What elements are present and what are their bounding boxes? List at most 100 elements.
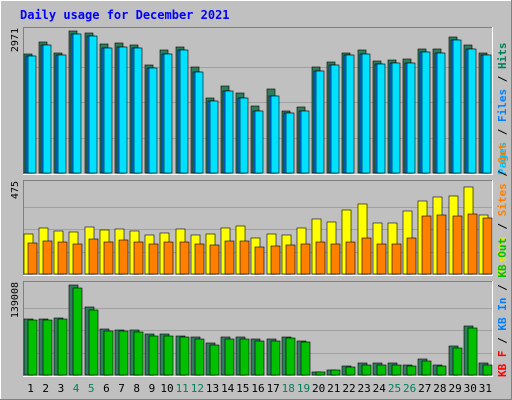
x-tick-day-15: 15 — [236, 382, 249, 395]
x-tick-day-3: 3 — [58, 382, 65, 395]
bar-kb-out-day-23 — [361, 364, 372, 376]
bar-sites-day-10 — [163, 241, 174, 275]
bar-pages-day-10 — [163, 53, 173, 174]
bar-sites-day-7 — [118, 239, 129, 275]
x-tick-day-19: 19 — [297, 382, 310, 395]
bar-sites-day-3 — [57, 241, 68, 275]
bar-sites-day-9 — [148, 243, 159, 275]
side-legend: KB F / KB In / KB Out — [496, 238, 509, 377]
bar-kb-out-day-8 — [133, 331, 144, 376]
x-tick-day-9: 9 — [149, 382, 156, 395]
legend-separator: / — [496, 122, 509, 142]
bar-pages-day-17 — [270, 95, 280, 174]
bar-pages-day-3 — [57, 54, 67, 174]
bar-pages-day-23 — [361, 53, 371, 174]
bar-sites-day-13 — [209, 244, 220, 275]
bar-pages-day-27 — [421, 51, 431, 174]
bar-kb-out-day-1 — [27, 319, 38, 376]
x-tick-day-8: 8 — [133, 382, 140, 395]
x-tick-day-11: 11 — [176, 382, 189, 395]
bar-kb-out-day-29 — [452, 347, 463, 376]
bar-pages-day-14 — [224, 90, 234, 174]
bar-kb-out-day-15 — [239, 338, 250, 376]
legend-kb-in: KB In — [496, 298, 509, 331]
bar-pages-day-6 — [103, 47, 113, 174]
x-tick-day-7: 7 — [118, 382, 125, 395]
bar-pages-day-25 — [391, 62, 401, 174]
bar-pages-day-16 — [254, 110, 264, 174]
bar-kb-out-day-2 — [42, 319, 53, 376]
bar-sites-day-16 — [254, 246, 265, 275]
x-tick-day-2: 2 — [42, 382, 49, 395]
bar-kb-out-day-5 — [88, 309, 99, 376]
bar-sites-day-25 — [391, 243, 402, 275]
bar-kb-out-day-24 — [376, 364, 387, 376]
x-tick-day-30: 30 — [464, 382, 477, 395]
x-tick-day-22: 22 — [342, 382, 355, 395]
legend-files: Files — [496, 89, 509, 122]
bar-pages-day-30 — [467, 48, 477, 174]
bar-pages-day-4 — [72, 33, 82, 174]
bar-kb-out-day-20 — [315, 371, 326, 376]
bar-sites-day-12 — [194, 243, 205, 275]
bar-kb-out-day-31 — [482, 364, 493, 376]
bar-sites-day-24 — [376, 243, 387, 275]
bar-sites-day-1 — [27, 242, 38, 275]
bar-sites-day-5 — [88, 238, 99, 275]
panel-1: 2971 Pages / Files / Hits — [10, 27, 509, 175]
chart-title: Daily usage for December 2021 — [20, 8, 230, 22]
bar-kb-out-day-21 — [330, 369, 341, 376]
x-tick-day-10: 10 — [160, 382, 173, 395]
bar-kb-out-day-4 — [72, 287, 83, 376]
bar-pages-day-18 — [285, 112, 295, 174]
bar-sites-day-14 — [224, 240, 235, 275]
bar-pages-day-7 — [118, 46, 128, 174]
bar-sites-day-20 — [315, 241, 326, 275]
x-tick-day-23: 23 — [357, 382, 370, 395]
x-tick-day-6: 6 — [103, 382, 110, 395]
legend-separator: / — [496, 163, 509, 183]
y-max-label: 2971 — [10, 28, 21, 52]
x-tick-day-31: 31 — [479, 382, 492, 395]
bar-sites-day-4 — [72, 243, 83, 275]
bar-kb-out-day-9 — [148, 335, 159, 376]
bar-kb-out-day-7 — [118, 330, 129, 376]
x-tick-day-26: 26 — [403, 382, 416, 395]
legend-out: Out — [496, 144, 509, 164]
legend-separator: / — [496, 216, 509, 236]
bar-kb-out-day-26 — [406, 365, 417, 376]
bar-sites-day-26 — [406, 237, 417, 275]
legend-separator: / — [496, 278, 509, 298]
x-tick-day-21: 21 — [327, 382, 340, 395]
x-axis-tick-labels: 1 2 3 4 5 6 7 8 9 10 11 12 13 14 15 16 17 18 19 20 21 22 23 24 2… — [27, 382, 492, 395]
legend-kb-out: KB Out — [496, 238, 509, 278]
bar-kb-out-day-17 — [270, 340, 281, 376]
bar-pages-day-26 — [406, 62, 416, 174]
bar-sites-day-6 — [103, 241, 114, 275]
bar-kb-out-day-11 — [179, 336, 190, 376]
bar-kb-out-day-13 — [209, 344, 220, 376]
bar-kb-out-day-10 — [163, 335, 174, 376]
x-tick-day-20: 20 — [312, 382, 325, 395]
legend-sites: Sites — [496, 183, 509, 216]
bar-kb-out-day-14 — [224, 338, 235, 376]
x-tick-day-1: 1 — [27, 382, 34, 395]
bar-pages-day-20 — [315, 70, 325, 174]
y-max-label: 139008 — [10, 282, 21, 318]
legend-separator: / — [496, 69, 509, 89]
bar-pages-day-8 — [133, 47, 143, 174]
legend-visits: Visits — [496, 236, 509, 276]
bar-pages-day-2 — [42, 44, 52, 174]
bar-pages-day-31 — [482, 54, 492, 174]
bar-sites-day-30 — [467, 213, 478, 275]
bar-kb-out-day-6 — [103, 330, 114, 376]
bar-kb-out-day-30 — [467, 327, 478, 376]
bar-kb-out-day-12 — [194, 338, 205, 376]
bar-sites-day-11 — [179, 241, 190, 275]
bar-kb-out-day-16 — [254, 340, 265, 376]
bar-pages-day-5 — [88, 35, 98, 174]
legend-hits: Hits — [496, 43, 509, 70]
x-tick-day-18: 18 — [282, 382, 295, 395]
bar-sites-day-21 — [330, 243, 341, 275]
